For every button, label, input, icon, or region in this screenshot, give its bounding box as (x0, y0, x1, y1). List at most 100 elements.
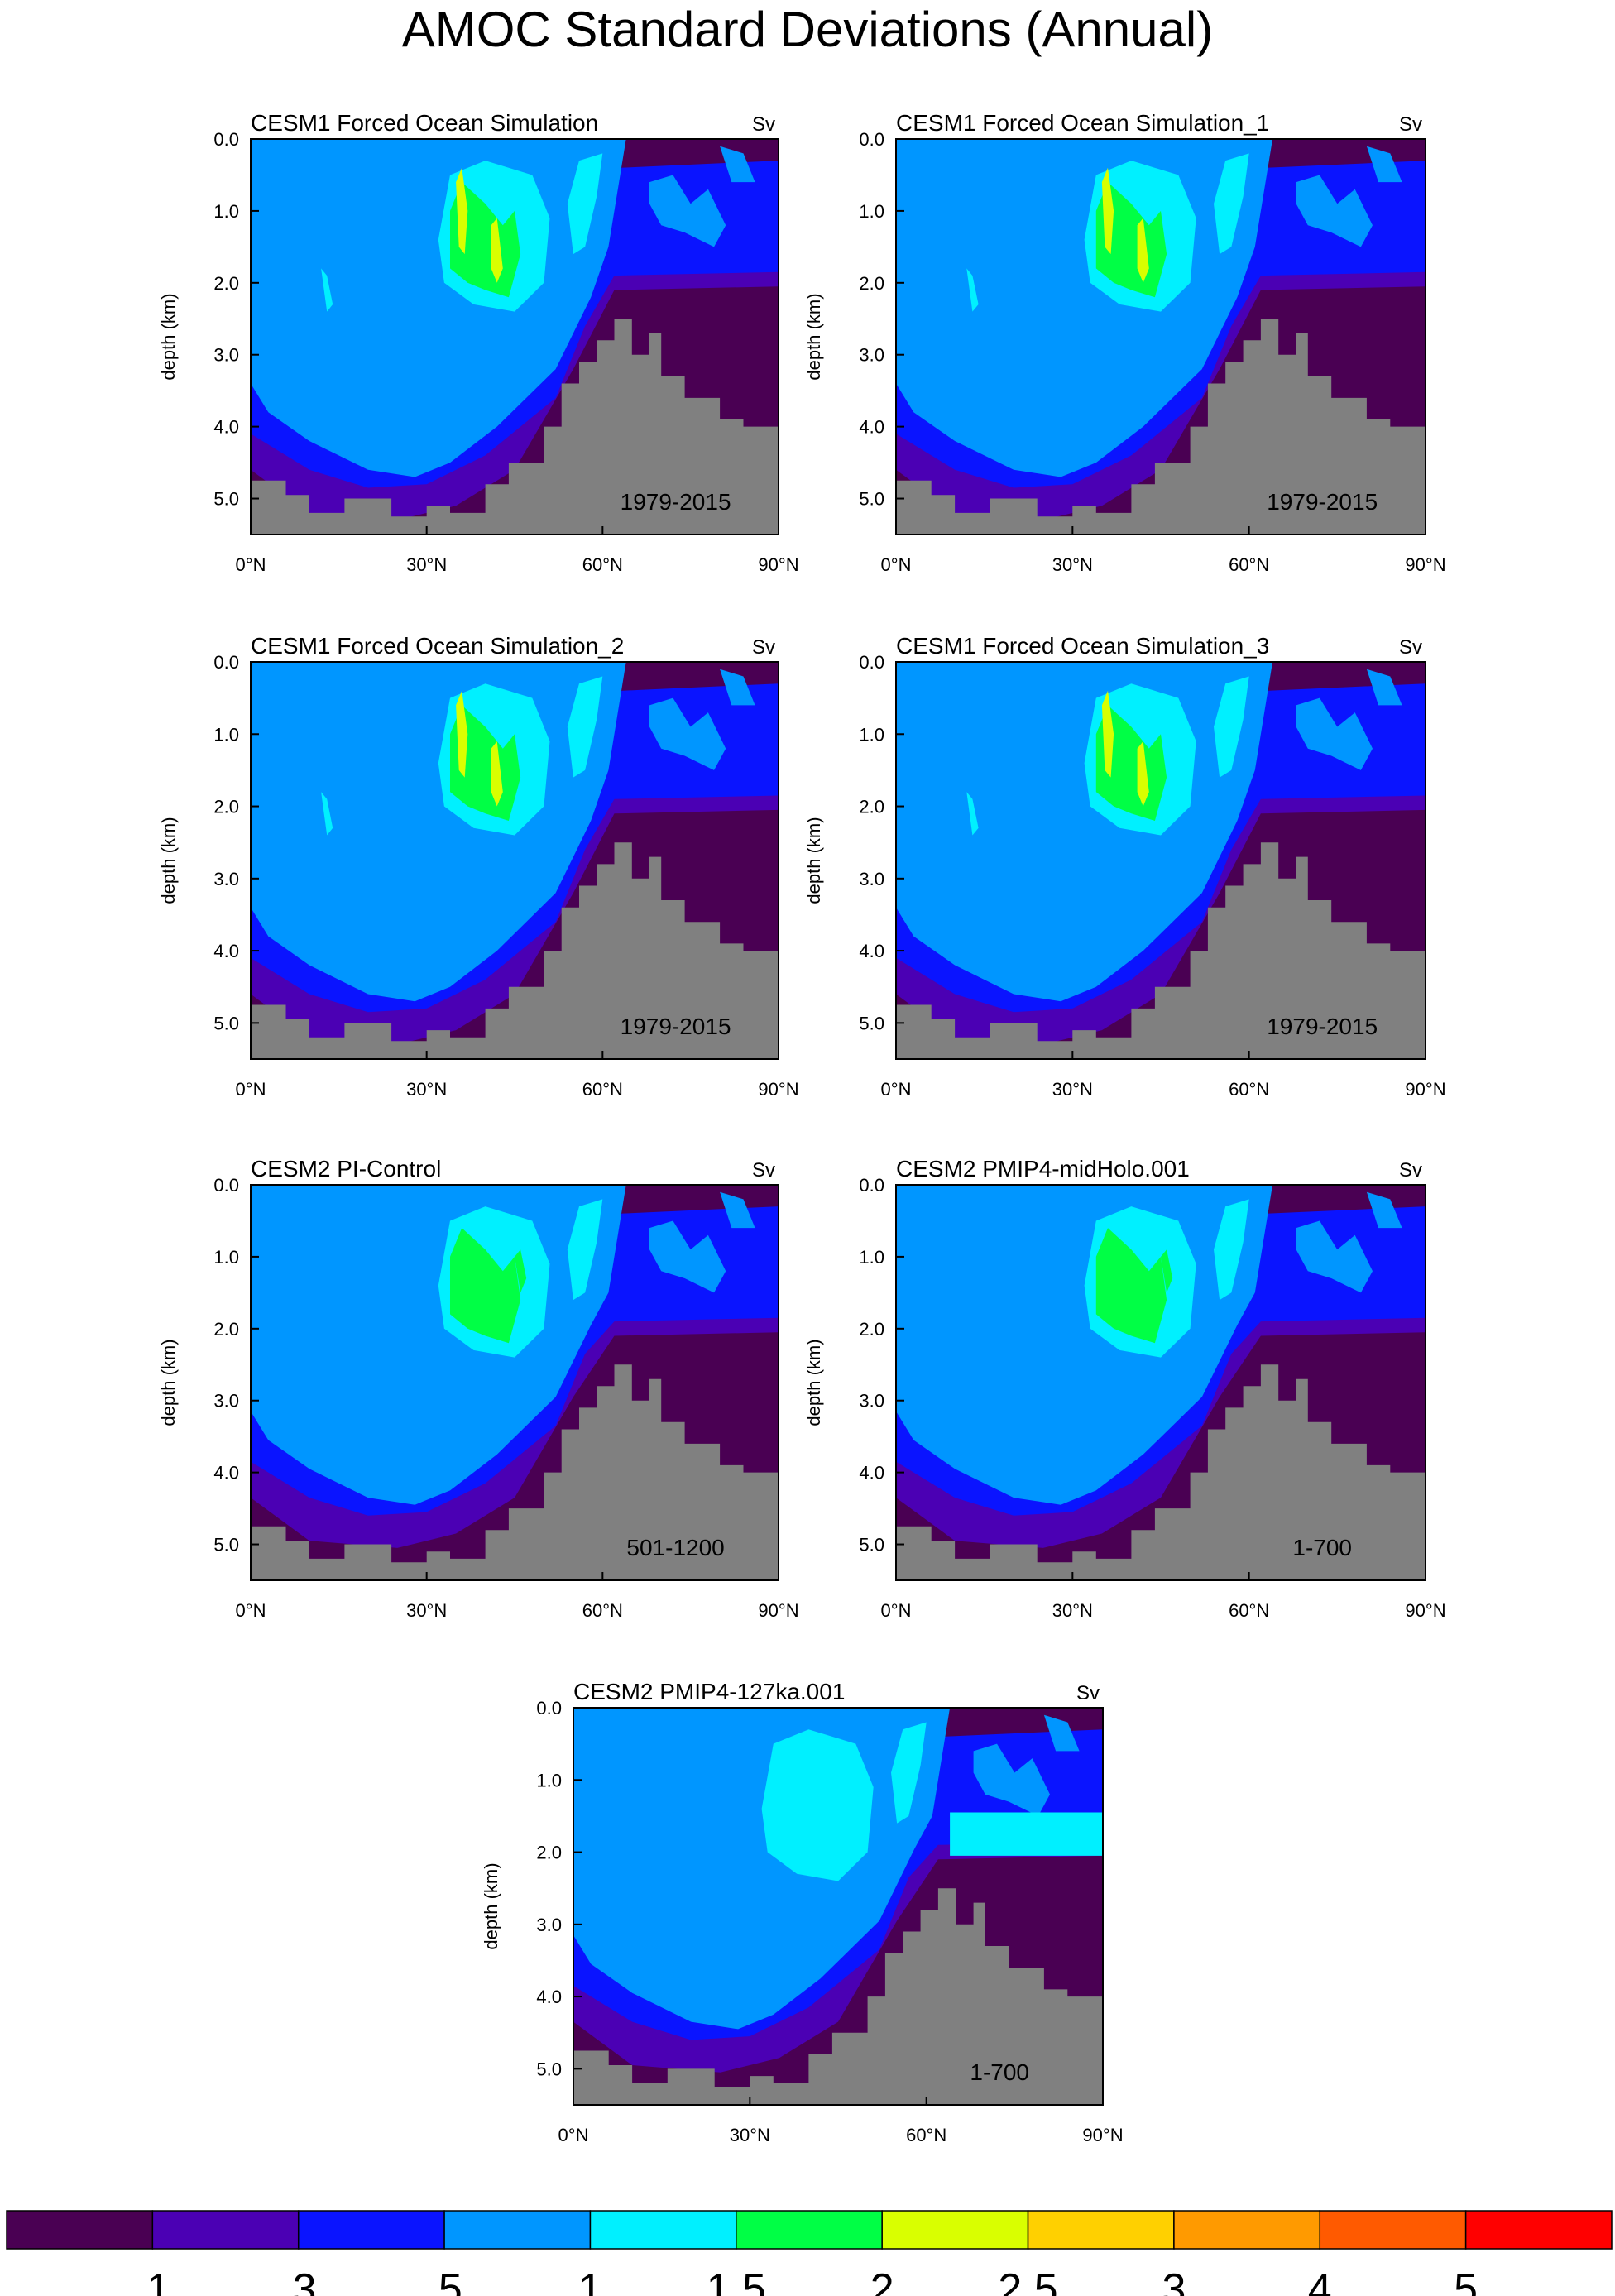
x-tick-label: 60°N (1229, 1079, 1269, 1100)
level-band (1137, 218, 1149, 283)
figure-title: AMOC Standard Deviations (Annual) (402, 2, 1213, 57)
level-band (761, 1729, 874, 1881)
plot-area (896, 139, 1426, 534)
plot-area (251, 1185, 779, 1580)
amoc-panel: CESM2 PMIP4-127ka.001 Sv 1-700 depth (km) 0.… (481, 1679, 1124, 2145)
level-band (1137, 741, 1149, 807)
units-label: Sv (752, 1159, 775, 1182)
plot-area (573, 1708, 1103, 2105)
x-tick-label: 30°N (730, 2125, 770, 2145)
level-band (1214, 676, 1249, 778)
colorbar-swatch (1173, 2210, 1321, 2250)
x-tick-label: 30°N (1052, 554, 1093, 575)
panel-title: CESM2 PI-Control (251, 1156, 441, 1182)
y-axis-label: depth (km) (803, 817, 824, 904)
amoc-panel: CESM1 Forced Ocean Simulation_1 Sv 1979-20… (803, 110, 1446, 575)
x-tick-label: 90°N (1082, 2125, 1123, 2145)
level-band (1101, 690, 1114, 778)
colorbar-swatch (1027, 2210, 1175, 2250)
level-band (1161, 1249, 1173, 1293)
topography (251, 1364, 779, 1580)
y-tick-label: 0.0 (536, 1698, 562, 1718)
panel-title: CESM1 Forced Ocean Simulation_3 (896, 633, 1269, 659)
y-tick-label: 1.0 (536, 1770, 562, 1790)
level-band (1366, 146, 1402, 183)
amoc-panel: CESM1 Forced Ocean Simulation_3 Sv 1979-20… (803, 633, 1446, 1100)
x-tick-label: 30°N (406, 1600, 447, 1621)
x-tick-label: 60°N (582, 1079, 623, 1100)
level-band (720, 669, 755, 706)
y-tick-label: 2.0 (213, 273, 239, 294)
y-tick-label: 1.0 (213, 724, 239, 745)
topography (896, 1364, 1426, 1580)
y-tick-label: 0.0 (859, 1175, 884, 1196)
x-tick-label: 0°N (558, 2125, 589, 2145)
level-band (515, 1249, 527, 1293)
colorbar-swatch (6, 2210, 154, 2250)
period-label: 1979-2015 (1267, 1014, 1378, 1039)
colorbar-label: .1 (135, 2265, 170, 2296)
units-label: Sv (752, 636, 775, 659)
y-tick-label: 1.0 (213, 1247, 239, 1268)
y-tick-label: 2.0 (859, 273, 884, 294)
y-axis-label: depth (km) (803, 293, 824, 380)
level-band (1101, 167, 1114, 255)
x-tick-label: 90°N (1405, 554, 1445, 575)
period-label: 1979-2015 (621, 1014, 731, 1039)
colorbar-swatch (297, 2210, 445, 2250)
y-tick-label: 4.0 (213, 1463, 239, 1484)
y-tick-label: 4.0 (213, 941, 239, 961)
level-band (567, 153, 603, 255)
level-band (491, 218, 503, 283)
plot-frame (895, 1184, 1426, 1581)
y-tick-label: 5.0 (213, 1535, 239, 1555)
amoc-panel: CESM2 PI-Control Sv 501-1200 depth (km) 0.0 1… (158, 1156, 799, 1621)
y-tick-label: 1.0 (213, 201, 239, 222)
level-band (321, 792, 333, 836)
colorbar-swatch (443, 2210, 592, 2250)
x-tick-label: 90°N (1405, 1079, 1445, 1100)
level-band (1043, 1714, 1080, 1752)
y-tick-label: 3.0 (859, 1391, 884, 1412)
y-tick-label: 5.0 (859, 489, 884, 510)
level-band (1296, 175, 1373, 247)
x-tick-label: 30°N (406, 554, 447, 575)
x-tick-label: 0°N (236, 1600, 266, 1621)
colorbar-swatch (1319, 2210, 1467, 2250)
units-label: Sv (1399, 636, 1422, 659)
colorbar: .1 .3 .5 1 1.5 2 2.5 3 4 5 (6, 2210, 1613, 2296)
level-band (491, 741, 503, 807)
y-tick-label: 3.0 (213, 1391, 239, 1412)
units-label: Sv (1076, 1682, 1100, 1704)
period-label: 1-700 (970, 2059, 1029, 2085)
plot-area (251, 662, 779, 1059)
y-tick-label: 4.0 (859, 417, 884, 438)
level-band (720, 146, 755, 183)
topography (896, 319, 1426, 534)
x-tick-label: 0°N (881, 1600, 912, 1621)
period-label: 501-1200 (626, 1535, 724, 1560)
units-label: Sv (1399, 1159, 1422, 1182)
x-tick-label: 0°N (881, 1079, 912, 1100)
level-band (456, 690, 468, 778)
y-axis-label: depth (km) (158, 817, 179, 904)
units-label: Sv (752, 113, 775, 136)
colorbar-label: 2.5 (998, 2265, 1057, 2296)
y-tick-label: 4.0 (536, 1987, 562, 2007)
y-tick-label: 3.0 (536, 1915, 562, 1935)
level-band (567, 676, 603, 778)
y-tick-label: 3.0 (859, 869, 884, 889)
y-tick-label: 3.0 (859, 345, 884, 366)
x-tick-label: 30°N (406, 1079, 447, 1100)
level-band (1214, 1199, 1249, 1301)
y-tick-label: 3.0 (213, 345, 239, 366)
y-tick-label: 5.0 (859, 1535, 884, 1555)
y-tick-label: 4.0 (859, 941, 884, 961)
plot-area (896, 1185, 1426, 1580)
y-tick-label: 5.0 (859, 1013, 884, 1033)
amoc-panel: CESM1 Forced Ocean Simulation Sv 1979-2015… (158, 110, 799, 575)
plot-frame (895, 138, 1426, 535)
y-tick-label: 5.0 (213, 489, 239, 510)
y-tick-label: 0.0 (859, 129, 884, 150)
x-tick-label: 90°N (1405, 1600, 1445, 1621)
